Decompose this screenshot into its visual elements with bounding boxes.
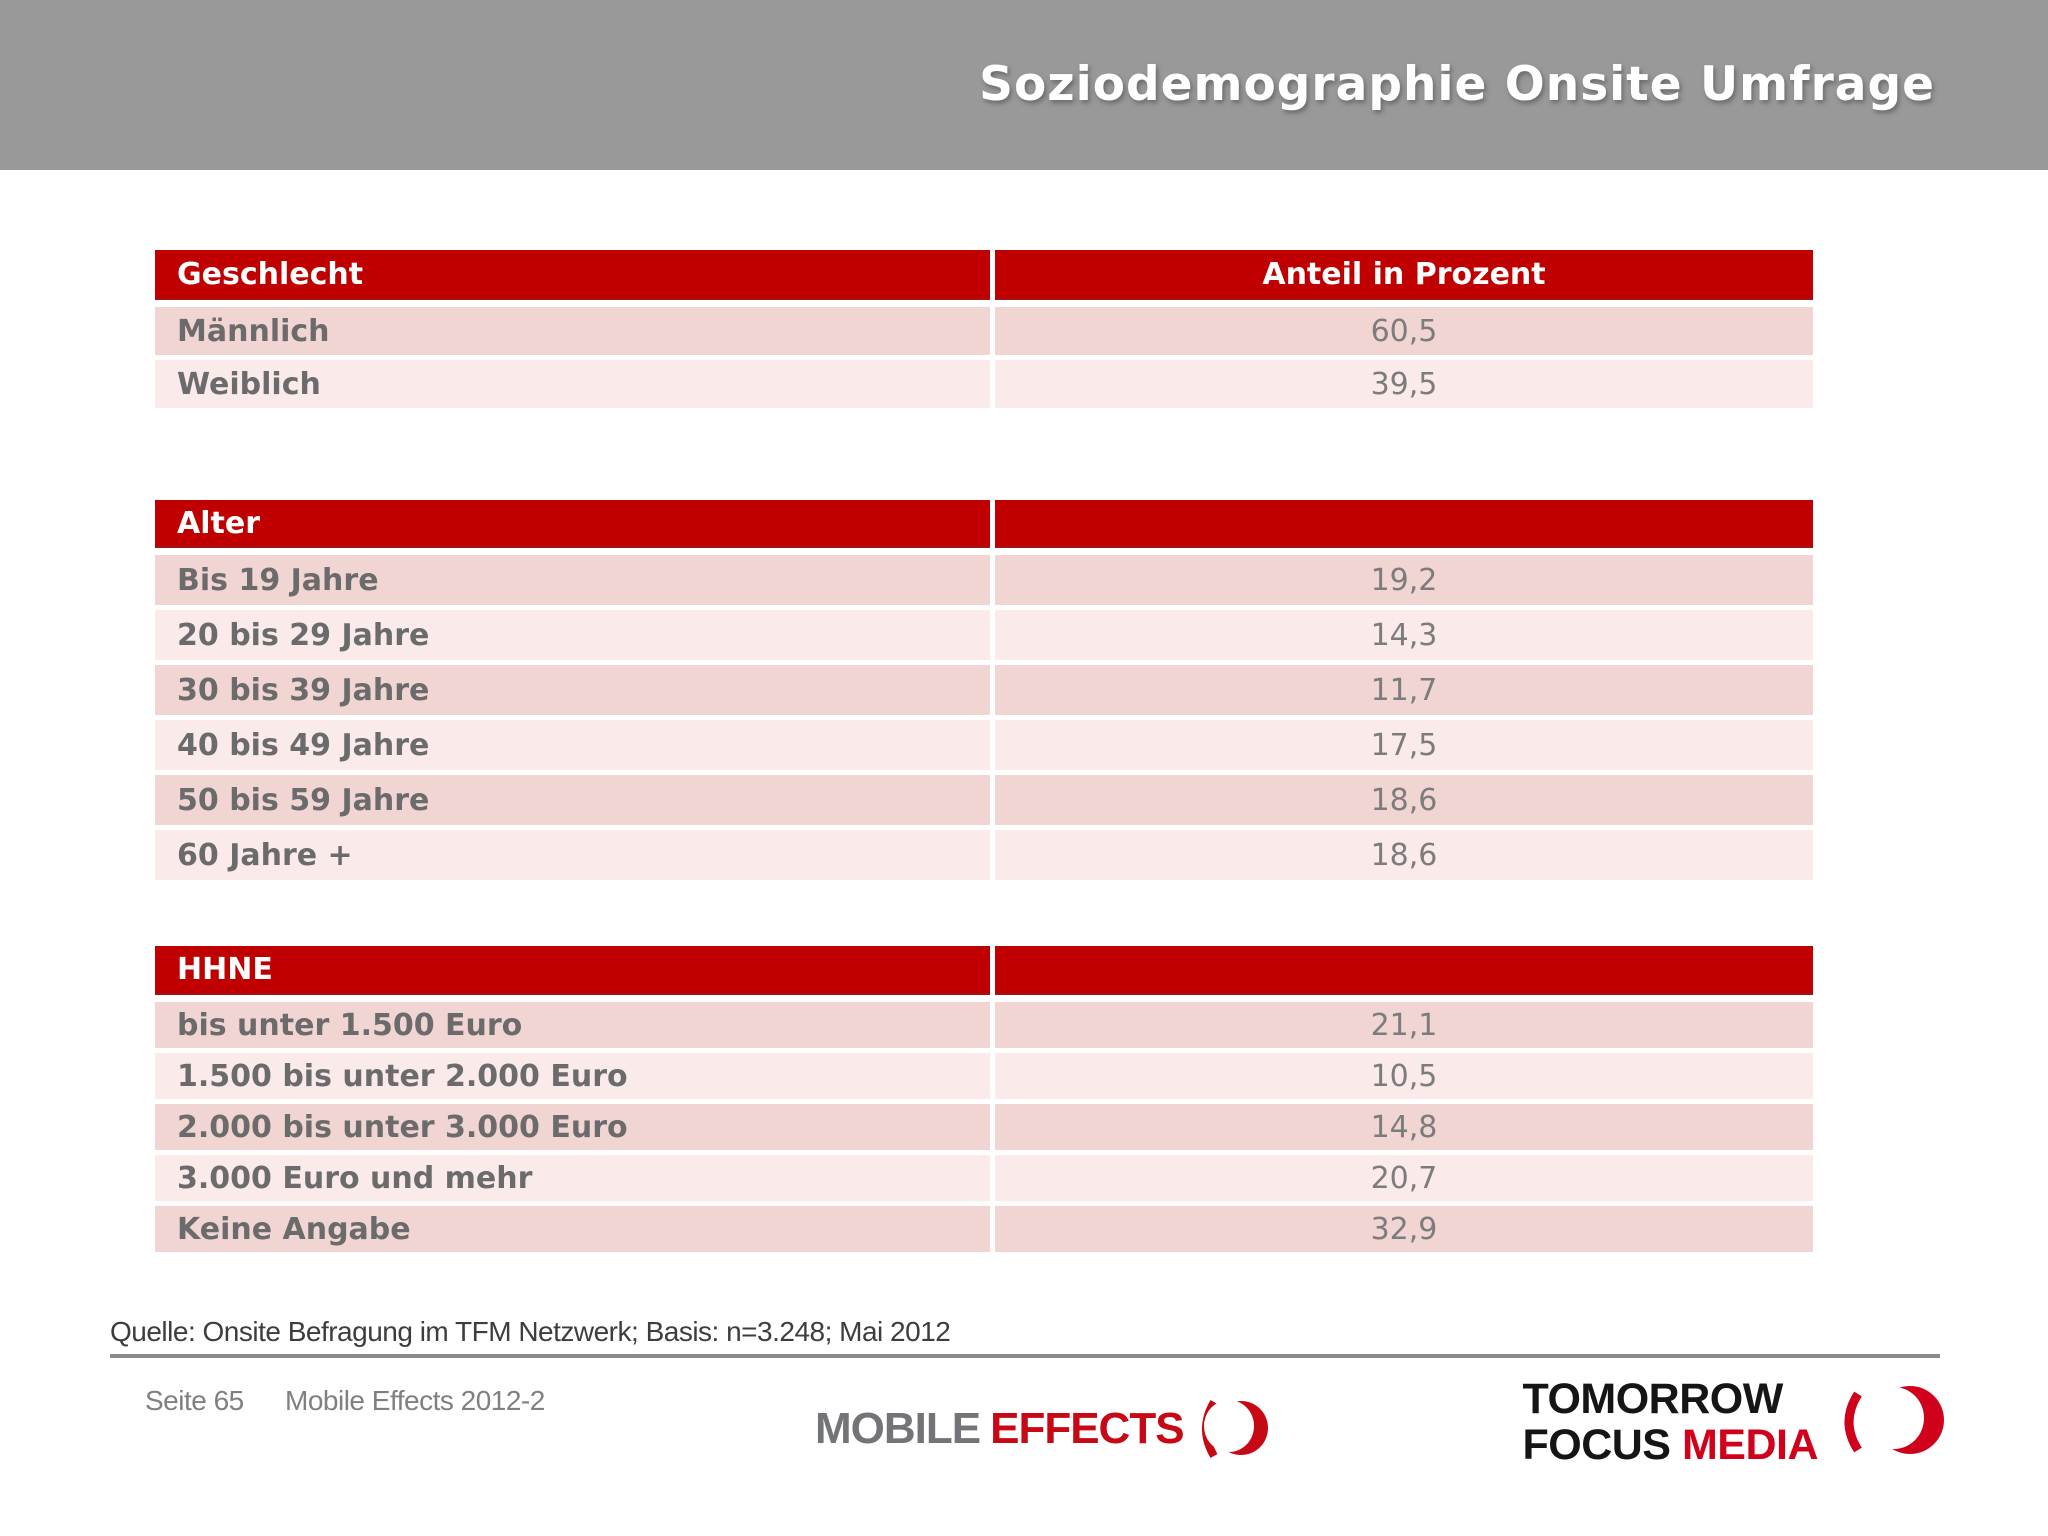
row-value: 20,7 <box>995 1155 1813 1201</box>
table-row: 3.000 Euro und mehr 20,7 <box>155 1155 1813 1201</box>
report-name: Mobile Effects 2012-2 <box>285 1385 545 1416</box>
row-value: 19,2 <box>995 555 1813 605</box>
row-label: 50 bis 59 Jahre <box>155 775 990 825</box>
row-value: 60,5 <box>995 307 1813 355</box>
table-row: 2.000 bis unter 3.000 Euro 14,8 <box>155 1104 1813 1150</box>
row-value: 14,3 <box>995 610 1813 660</box>
tfm-logo-focus: FOCUS <box>1522 1421 1682 1469</box>
table-header-value-label <box>995 946 1813 995</box>
row-label: bis unter 1.500 Euro <box>155 1002 990 1048</box>
crescent-moon-icon <box>1844 1386 1944 1454</box>
footer-meta: Seite 65 Mobile Effects 2012-2 <box>145 1385 545 1417</box>
table-header-value-label <box>995 500 1813 548</box>
table-header-value-label: Anteil in Prozent <box>995 250 1813 300</box>
page-number: Seite 65 <box>145 1385 244 1416</box>
table-row: Weiblich 39,5 <box>155 360 1813 408</box>
table-row: 20 bis 29 Jahre 14,3 <box>155 610 1813 660</box>
table-row: 1.500 bis unter 2.000 Euro 10,5 <box>155 1053 1813 1099</box>
row-label: 30 bis 39 Jahre <box>155 665 990 715</box>
table-header-label: HHNE <box>155 946 990 995</box>
table-row: 40 bis 49 Jahre 17,5 <box>155 720 1813 770</box>
table-row: Bis 19 Jahre 19,2 <box>155 555 1813 605</box>
table-hhne-header: HHNE <box>155 946 1813 995</box>
table-hhne: HHNE bis unter 1.500 Euro 21,1 1.500 bis… <box>155 946 1813 1257</box>
mobile-effects-logo-text-gray: MOBILE <box>815 1404 981 1453</box>
row-value: 21,1 <box>995 1002 1813 1048</box>
row-label: 20 bis 29 Jahre <box>155 610 990 660</box>
row-label: 60 Jahre + <box>155 830 990 880</box>
row-value: 11,7 <box>995 665 1813 715</box>
table-row: Keine Angabe 32,9 <box>155 1206 1813 1252</box>
table-row: 50 bis 59 Jahre 18,6 <box>155 775 1813 825</box>
row-label: Weiblich <box>155 360 990 408</box>
tfm-logo-media: MEDIA <box>1681 1421 1819 1469</box>
footer-divider <box>110 1354 1940 1358</box>
tfm-logo-line1: TOMORROW <box>1522 1375 1783 1423</box>
table-geschlecht-header: Geschlecht Anteil in Prozent <box>155 250 1813 300</box>
slide-header-bar: Soziodemographie Onsite Umfrage <box>0 0 2048 170</box>
table-header-label: Alter <box>155 500 990 548</box>
row-value: 14,8 <box>995 1104 1813 1150</box>
row-label: Bis 19 Jahre <box>155 555 990 605</box>
row-value: 39,5 <box>995 360 1813 408</box>
row-value: 17,5 <box>995 720 1813 770</box>
row-value: 18,6 <box>995 775 1813 825</box>
source-note: Quelle: Onsite Befragung im TFM Netzwerk… <box>110 1316 951 1347</box>
tomorrow-focus-media-logo: TOMORROW FOCUS MEDIA <box>1522 1376 1948 1468</box>
mobile-effects-logo: MOBILE EFFECTS <box>815 1398 1268 1460</box>
row-label: 3.000 Euro und mehr <box>155 1155 990 1201</box>
row-label: 40 bis 49 Jahre <box>155 720 990 770</box>
table-row: 60 Jahre + 18,6 <box>155 830 1813 880</box>
mobile-effects-logo-text-red: EFFECTS <box>990 1404 1184 1453</box>
tfm-logo-line2: FOCUS MEDIA <box>1522 1422 1818 1468</box>
row-label: 1.500 bis unter 2.000 Euro <box>155 1053 990 1099</box>
crescent-parentheses-icon <box>1201 1399 1268 1459</box>
row-value: 32,9 <box>995 1206 1813 1252</box>
table-row: bis unter 1.500 Euro 21,1 <box>155 1002 1813 1048</box>
table-row: 30 bis 39 Jahre 11,7 <box>155 665 1813 715</box>
tomorrow-focus-media-logo-text: TOMORROW FOCUS MEDIA <box>1522 1376 1818 1468</box>
row-value: 18,6 <box>995 830 1813 880</box>
table-geschlecht: Geschlecht Anteil in Prozent Männlich 60… <box>155 250 1813 413</box>
row-label: Männlich <box>155 307 990 355</box>
table-row: Männlich 60,5 <box>155 307 1813 355</box>
table-header-label: Geschlecht <box>155 250 990 300</box>
row-value: 10,5 <box>995 1053 1813 1099</box>
slide-title: Soziodemographie Onsite Umfrage <box>979 57 1935 112</box>
row-label: 2.000 bis unter 3.000 Euro <box>155 1104 990 1150</box>
table-alter: Alter Bis 19 Jahre 19,2 20 bis 29 Jahre … <box>155 500 1813 885</box>
table-alter-header: Alter <box>155 500 1813 548</box>
row-label: Keine Angabe <box>155 1206 990 1252</box>
